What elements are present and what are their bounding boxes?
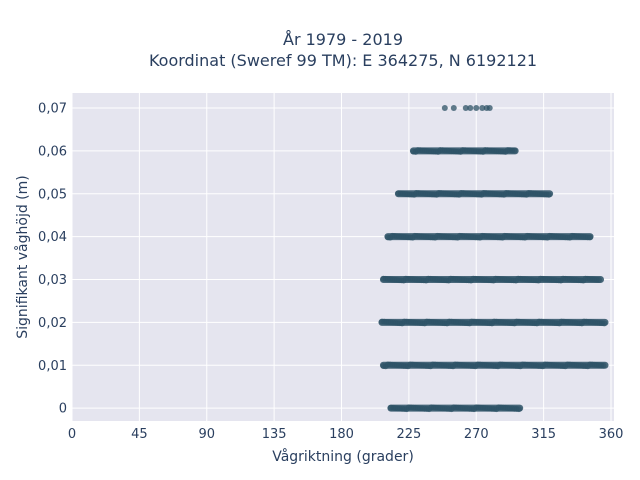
y-tick-label: 0,01 xyxy=(38,359,67,374)
x-tick-label: 45 xyxy=(131,427,148,442)
data-point xyxy=(600,362,607,369)
data-point xyxy=(462,105,469,112)
data-band xyxy=(409,147,519,155)
x-tick-label: 90 xyxy=(198,427,215,442)
y-tick-label: 0,02 xyxy=(38,316,67,331)
data-band xyxy=(379,361,609,370)
y-axis-title: Signifikant våghöjd (m) xyxy=(14,175,31,338)
plot-area xyxy=(72,93,614,421)
chart-title-line-1: År 1979 - 2019 xyxy=(283,30,403,49)
y-tick-label: 0 xyxy=(59,402,67,417)
data-points xyxy=(378,105,609,413)
x-tick-label: 270 xyxy=(464,427,489,442)
data-point xyxy=(450,105,457,112)
data-point xyxy=(515,406,522,413)
y-axis-ticks: 0 0,01 0,02 0,03 0,04 0,05 0,06 0,07 xyxy=(38,102,67,417)
y-tick-label: 0,05 xyxy=(38,187,67,202)
x-tick-label: 135 xyxy=(262,427,287,442)
data-point xyxy=(587,234,594,241)
y-tick-label: 0,06 xyxy=(38,144,67,159)
data-band xyxy=(394,189,554,198)
data-point xyxy=(486,105,493,112)
data-band xyxy=(379,275,605,284)
data-point xyxy=(441,105,448,112)
data-point xyxy=(601,320,608,327)
y-tick-label: 0,03 xyxy=(38,273,67,288)
data-point xyxy=(545,191,552,198)
data-point xyxy=(473,105,480,112)
x-tick-label: 0 xyxy=(68,427,76,442)
data-band xyxy=(378,318,609,327)
x-tick-label: 180 xyxy=(329,427,354,442)
data-band xyxy=(387,404,524,413)
x-tick-label: 360 xyxy=(599,427,624,442)
y-tick-label: 0,07 xyxy=(38,102,67,117)
data-point xyxy=(596,276,603,283)
data-point xyxy=(479,105,486,112)
x-axis-ticks: 0 45 90 135 180 225 270 315 360 xyxy=(68,427,624,442)
data-point xyxy=(511,147,518,154)
x-tick-label: 225 xyxy=(396,427,421,442)
x-tick-label: 315 xyxy=(531,427,556,442)
data-band xyxy=(384,232,594,241)
chart-title-line-2: Koordinat (Sweref 99 TM): E 364275, N 61… xyxy=(149,51,537,70)
x-axis-title: Vågriktning (grader) xyxy=(272,448,414,465)
y-tick-label: 0,04 xyxy=(38,230,67,245)
data-point xyxy=(467,105,474,112)
